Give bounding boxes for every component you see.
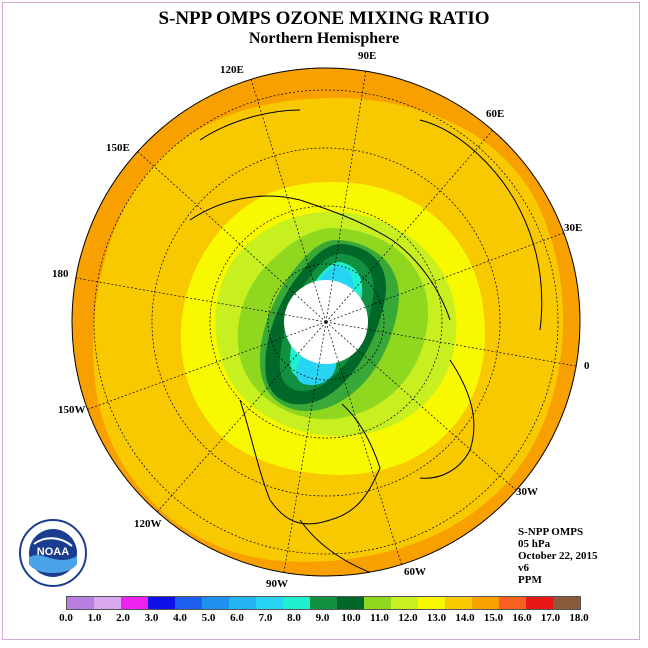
lon-label-120w: 120W bbox=[134, 518, 162, 530]
noaa-logo-text: NOAA bbox=[37, 546, 69, 558]
info-line-satellite: S-NPP OMPS bbox=[518, 526, 584, 538]
colorbar-swatch bbox=[310, 597, 337, 609]
colorbar-swatch bbox=[229, 597, 256, 609]
map-title: S-NPP OMPS OZONE MIXING RATIO bbox=[158, 8, 490, 29]
info-line-date: October 22, 2015 bbox=[518, 550, 598, 562]
colorbar-tick-label: 4.0 bbox=[173, 612, 187, 624]
lon-label-150e: 150E bbox=[106, 142, 130, 154]
colorbar-tick-label: 13.0 bbox=[426, 612, 447, 624]
info-line-unit: PPM bbox=[518, 574, 542, 586]
lon-label-60e: 60E bbox=[486, 108, 505, 120]
colorbar-swatch bbox=[121, 597, 148, 609]
colorbar-tick-label: 2.0 bbox=[116, 612, 130, 624]
colorbar-tick-label: 12.0 bbox=[398, 612, 418, 624]
info-line-version: v6 bbox=[518, 562, 529, 574]
lon-label-90w: 90W bbox=[266, 578, 288, 590]
lon-label-30w: 30W bbox=[516, 486, 538, 498]
lon-label-90e: 90E bbox=[358, 50, 377, 62]
graticule bbox=[75, 69, 577, 573]
colorbar-tick-label: 6.0 bbox=[230, 612, 244, 624]
colorbar-swatch bbox=[283, 597, 310, 609]
colorbar-swatch bbox=[418, 597, 445, 609]
colorbar-tick-label: 7.0 bbox=[258, 612, 273, 624]
colorbar-tick-label: 0.0 bbox=[59, 612, 73, 624]
noaa-logo: NOAA bbox=[19, 519, 87, 587]
colorbar-tick-label: 8.0 bbox=[287, 612, 301, 624]
colorbar-swatch bbox=[526, 597, 553, 609]
colorbar-tick-label: 16.0 bbox=[512, 612, 532, 624]
lon-label-180: 180 bbox=[52, 268, 69, 280]
colorbar-tick-label: 9.0 bbox=[315, 612, 330, 624]
colorbar-swatch bbox=[445, 597, 472, 609]
colorbar-swatch bbox=[337, 597, 364, 609]
colorbar-tick-label: 11.0 bbox=[370, 612, 389, 624]
map-subtitle: Northern Hemisphere bbox=[248, 30, 400, 47]
colorbar-ticks: 0.0 1.0 2.0 3.0 4.0 5.0 6.0 7.0 8.0 9.0 10.0 11.0 12… bbox=[59, 612, 589, 626]
map-border bbox=[71, 67, 581, 577]
colorbar-tick-label: 10.0 bbox=[341, 612, 361, 624]
colorbar-swatch bbox=[553, 597, 580, 609]
colorbar-tick-label: 3.0 bbox=[144, 612, 159, 624]
lon-label-0: 0 bbox=[584, 360, 590, 372]
colorbar-tick-label: 14.0 bbox=[455, 612, 475, 624]
colorbar-tick-label: 18.0 bbox=[569, 612, 589, 624]
coastlines bbox=[189, 109, 543, 576]
colorbar-swatch bbox=[499, 597, 526, 609]
page-frame bbox=[2, 2, 640, 640]
colorbar-swatch bbox=[364, 597, 391, 609]
colorbar-swatch bbox=[391, 597, 418, 609]
lon-label-60w: 60W bbox=[404, 566, 426, 578]
lon-label-30e: 30E bbox=[564, 222, 583, 234]
lon-label-120e: 120E bbox=[220, 64, 244, 76]
lon-label-150w: 150W bbox=[58, 404, 86, 416]
info-block: S-NPP OMPS 05 hPa October 22, 2015 v6 PP… bbox=[518, 526, 598, 586]
colorbar-swatch bbox=[202, 597, 229, 609]
colorbar bbox=[66, 596, 581, 610]
colorbar-tick-label: 17.0 bbox=[540, 612, 561, 624]
info-line-pressure: 05 hPa bbox=[518, 538, 551, 550]
colorbar-tick-label: 15.0 bbox=[483, 612, 504, 624]
colorbar-tick-label: 1.0 bbox=[87, 612, 102, 624]
colorbar-swatch bbox=[94, 597, 121, 609]
colorbar-swatch bbox=[472, 597, 499, 609]
colorbar-swatch bbox=[256, 597, 283, 609]
colorbar-tick-label: 5.0 bbox=[201, 612, 216, 624]
colorbar-swatch bbox=[175, 597, 202, 609]
colorbar-swatch bbox=[148, 597, 175, 609]
colorbar-swatch bbox=[67, 597, 94, 609]
